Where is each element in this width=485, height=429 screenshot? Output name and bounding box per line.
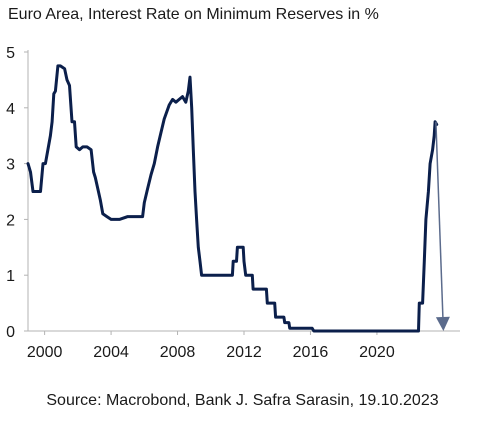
- source-note: Source: Macrobond, Bank J. Safra Sarasin…: [46, 392, 439, 409]
- y-tick-label: 3: [6, 157, 15, 174]
- series-line: [26, 64, 439, 333]
- x-tick-label: 2004: [93, 344, 129, 361]
- x-tick-label: 2016: [293, 344, 329, 361]
- x-tick-label: 2000: [27, 344, 63, 361]
- x-tick-label: 2012: [226, 344, 262, 361]
- y-axis: 0 1 2 3 4 5: [6, 45, 29, 341]
- y-tick-label: 4: [6, 101, 15, 118]
- y-tick-label: 5: [6, 45, 15, 62]
- y-tick-label: 0: [6, 324, 15, 341]
- chart-title: Euro Area, Interest Rate on Minimum Rese…: [8, 6, 379, 23]
- forecast-arrow-shaft: [435, 121, 444, 318]
- series-group: [26, 64, 439, 333]
- x-tick-label: 2020: [359, 344, 395, 361]
- x-axis: 2000 2004 2008 2012 2016 2020: [27, 330, 460, 361]
- y-tick-label: 2: [6, 212, 15, 229]
- annotation-group: [435, 121, 450, 331]
- y-tick-label: 1: [6, 268, 15, 285]
- forecast-arrow-head: [435, 316, 450, 331]
- x-tick-label: 2008: [160, 344, 196, 361]
